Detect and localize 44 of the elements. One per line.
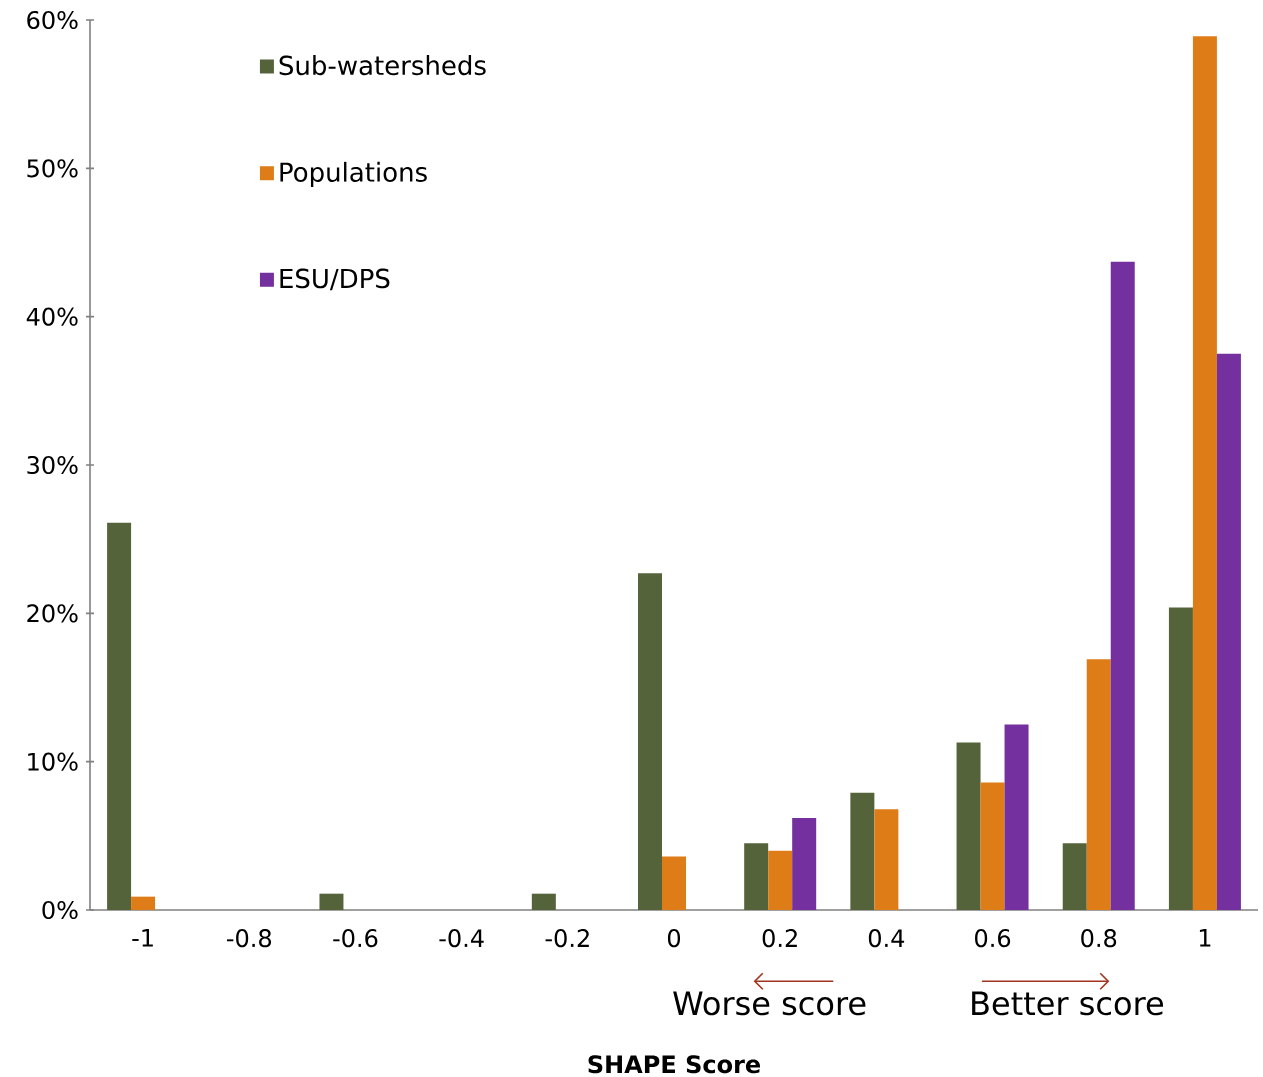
- x-tick-label: 0.6: [975, 929, 1011, 948]
- bar: [850, 792, 875, 910]
- x-tick-label: -0.6: [333, 929, 378, 948]
- legend-label: Sub-watersheds: [279, 55, 486, 76]
- x-axis-title: SHAPE Score: [588, 1055, 761, 1074]
- x-tick-label: 0: [667, 929, 681, 948]
- y-tick-label: 20%: [27, 604, 78, 623]
- bar: [1192, 36, 1217, 910]
- x-tick-label: 0.2: [762, 929, 797, 948]
- text: Worse score: [673, 991, 866, 1016]
- bar: [531, 893, 556, 910]
- bar: [874, 809, 899, 910]
- bar: [1216, 353, 1241, 910]
- bar: [107, 522, 132, 910]
- bar: [131, 896, 156, 910]
- x-tick-label: 0.8: [1081, 929, 1117, 948]
- x-tick-label: 1: [1199, 929, 1211, 947]
- bar: [792, 818, 817, 910]
- bar: [638, 573, 663, 910]
- bar: [1004, 724, 1029, 910]
- x-tick-label: -1: [132, 929, 153, 947]
- x-tick-label: 0.4: [868, 929, 905, 948]
- y-tick-label: 10%: [28, 752, 78, 771]
- y-tick-label: 0%: [42, 900, 78, 920]
- text: Better score: [972, 991, 1164, 1016]
- bar: [956, 742, 981, 910]
- bar: [744, 843, 769, 910]
- bar: [662, 856, 687, 910]
- bar: [1110, 261, 1135, 910]
- bar: [980, 782, 1005, 910]
- bar: [319, 893, 344, 910]
- bar: [1086, 659, 1111, 910]
- bar: [1168, 607, 1193, 910]
- y-tick-label: 30%: [27, 455, 78, 475]
- bar: [1062, 843, 1087, 910]
- legend-label: ESU/DPS: [280, 268, 390, 291]
- x-tick-label: -0.8: [227, 929, 272, 948]
- bar: [768, 850, 793, 910]
- x-tick-label: -0.4: [439, 929, 484, 948]
- y-tick-label: 60%: [27, 10, 78, 30]
- x-tick-label: -0.2: [545, 929, 589, 948]
- y-tick-label: 50%: [27, 159, 78, 178]
- legend-label: Populations: [280, 161, 427, 188]
- y-tick-label: 40%: [26, 307, 78, 326]
